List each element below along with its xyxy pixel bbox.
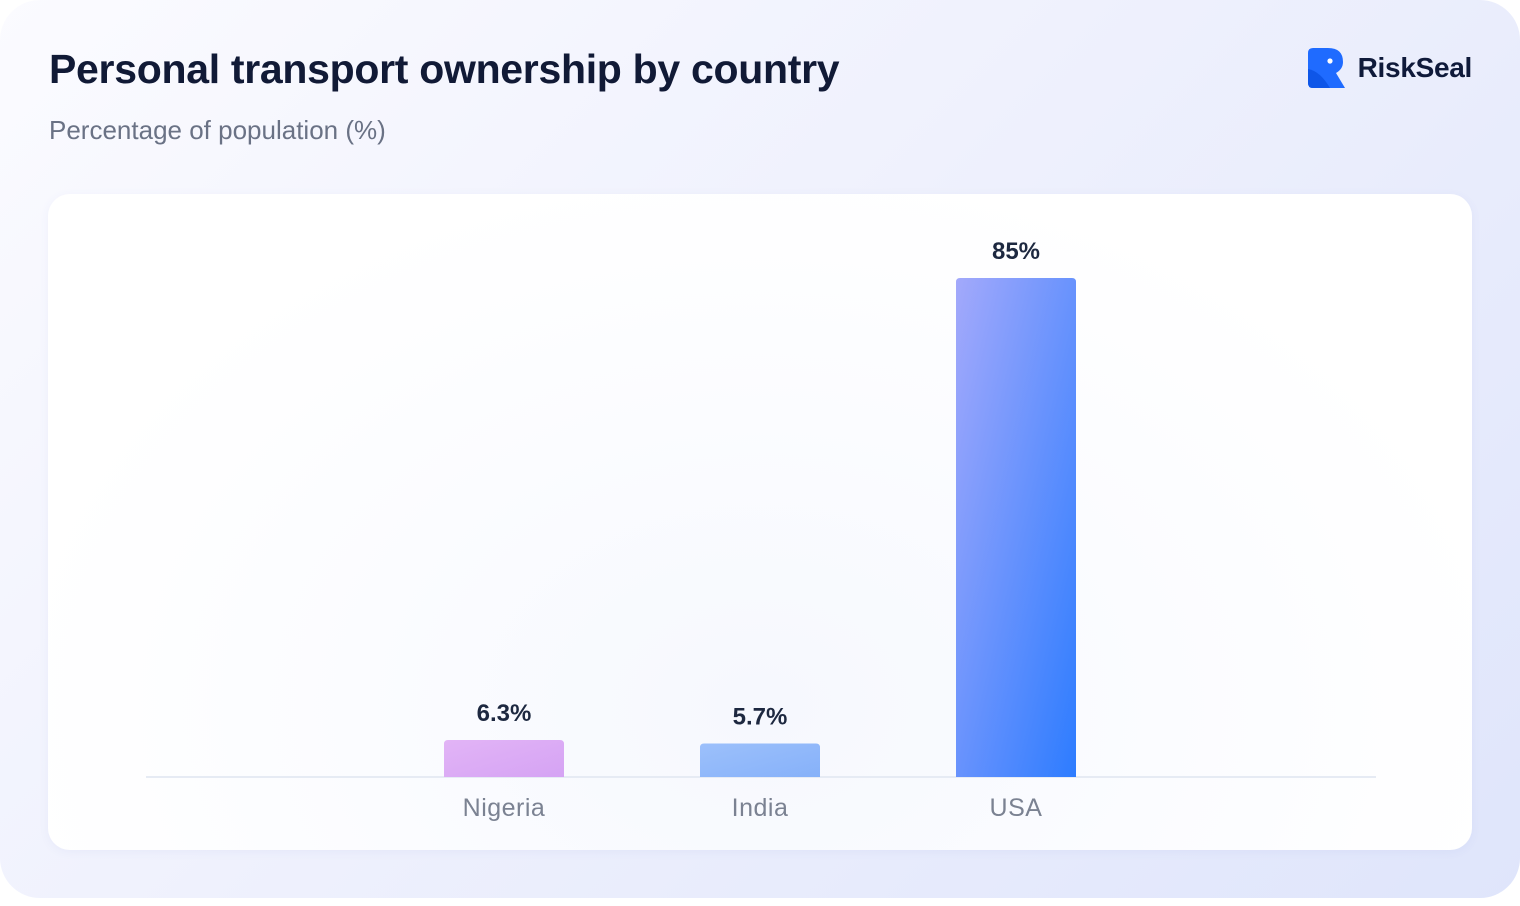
bar-usa	[956, 278, 1076, 777]
category-label-usa: USA	[990, 794, 1043, 822]
riskseal-logo-icon	[1307, 48, 1345, 88]
chart-subtitle: Percentage of population (%)	[49, 115, 386, 145]
chart-title: Personal transport ownership by country	[49, 46, 840, 92]
bar-india	[700, 743, 820, 777]
bar-chart: 6.3% Nigeria 5.7% India 85% USA	[146, 238, 1376, 822]
category-label-nigeria: Nigeria	[463, 794, 546, 822]
chart-panel: 6.3% Nigeria 5.7% India 85% USA	[48, 194, 1472, 850]
category-label-india: India	[732, 794, 789, 822]
brand-logo: RiskSeal	[1306, 47, 1472, 89]
data-label-nigeria: 6.3%	[477, 700, 532, 727]
data-label-india: 5.7%	[733, 704, 788, 731]
brand-name: RiskSeal	[1357, 52, 1473, 83]
bar-nigeria	[444, 740, 564, 777]
data-label-usa: 85%	[992, 238, 1040, 265]
